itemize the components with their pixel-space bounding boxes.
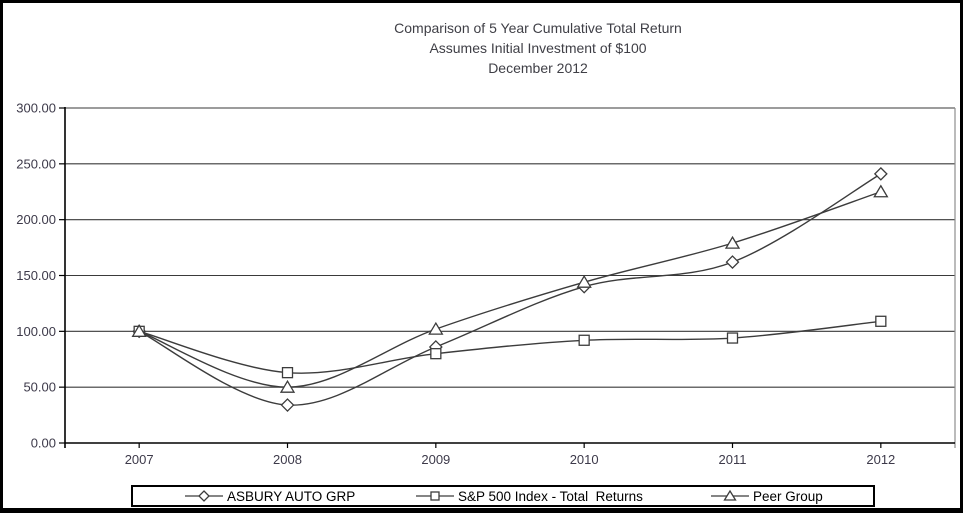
legend-marker-shape <box>198 490 210 502</box>
y-axis-tick-label: 0.00 <box>31 436 56 451</box>
triangle-marker-icon <box>711 489 749 501</box>
legend-label-asbury-auto-grp: ASBURY AUTO GRP <box>227 488 356 504</box>
legend-item-sp500-total-returns: S&P 500 Index - Total Returns <box>416 487 643 505</box>
series-marker-diamond <box>873 166 888 181</box>
series-marker-diamond <box>725 255 740 270</box>
chart-title-line-1: Comparison of 5 Year Cumulative Total Re… <box>394 20 682 36</box>
series-marker-triangle <box>873 184 889 198</box>
series-line-triangle <box>138 191 882 388</box>
series-marker-triangle <box>279 379 296 393</box>
x-axis-tick-label: 2007 <box>125 452 154 467</box>
y-axis-tick-label: 50.00 <box>23 380 56 395</box>
y-axis-tick-label: 300.00 <box>16 101 56 116</box>
legend-label-sp500-total-returns: S&P 500 Index - Total Returns <box>458 488 643 504</box>
legend-marker-shape <box>723 489 737 501</box>
series-marker-square <box>281 366 294 379</box>
y-axis-tick-label: 150.00 <box>16 268 56 283</box>
legend-label-peer-group: Peer Group <box>753 488 823 504</box>
series-marker-triangle <box>724 235 741 249</box>
plot-area: 300.00 250.00 200.00 150.00 100.00 50.00 0.00 2… <box>16 101 956 467</box>
series-marker-triangle <box>131 324 147 337</box>
legend-item-peer-group: Peer Group <box>711 487 823 505</box>
chart-title-line-3: December 2012 <box>488 60 588 76</box>
y-axis-tick-label: 100.00 <box>16 324 56 339</box>
series-marker-diamond <box>280 398 295 412</box>
legend-marker-shape <box>430 491 440 501</box>
x-axis-tick-label: 2010 <box>570 452 599 467</box>
x-axis-tick-label: 2008 <box>273 452 302 467</box>
chart-title: Comparison of 5 Year Cumulative Total Re… <box>238 18 838 78</box>
legend-item-asbury-auto-grp: ASBURY AUTO GRP <box>185 487 355 505</box>
x-axis-tick-label: 2011 <box>719 452 747 467</box>
legend: ASBURY AUTO GRP S&P 500 Index - Total Re… <box>131 485 875 507</box>
chart-title-line-2: Assumes Initial Investment of $100 <box>429 40 647 56</box>
series-marker-square <box>578 334 590 346</box>
y-axis-tick-label: 200.00 <box>16 212 56 227</box>
y-axis-tick-label: 250.00 <box>16 156 56 171</box>
series-line-square <box>138 320 881 374</box>
series-marker-triangle <box>428 321 444 335</box>
series-marker-square <box>726 332 739 344</box>
diamond-marker-icon <box>185 490 223 502</box>
series-marker-square <box>875 315 887 327</box>
x-axis-tick-label: 2012 <box>866 452 895 467</box>
series-marker-square <box>430 348 442 360</box>
x-axis-tick-label: 2009 <box>421 452 450 467</box>
series-line-diamond <box>138 173 882 406</box>
series-marker-triangle <box>576 274 592 288</box>
square-marker-icon <box>416 491 454 501</box>
